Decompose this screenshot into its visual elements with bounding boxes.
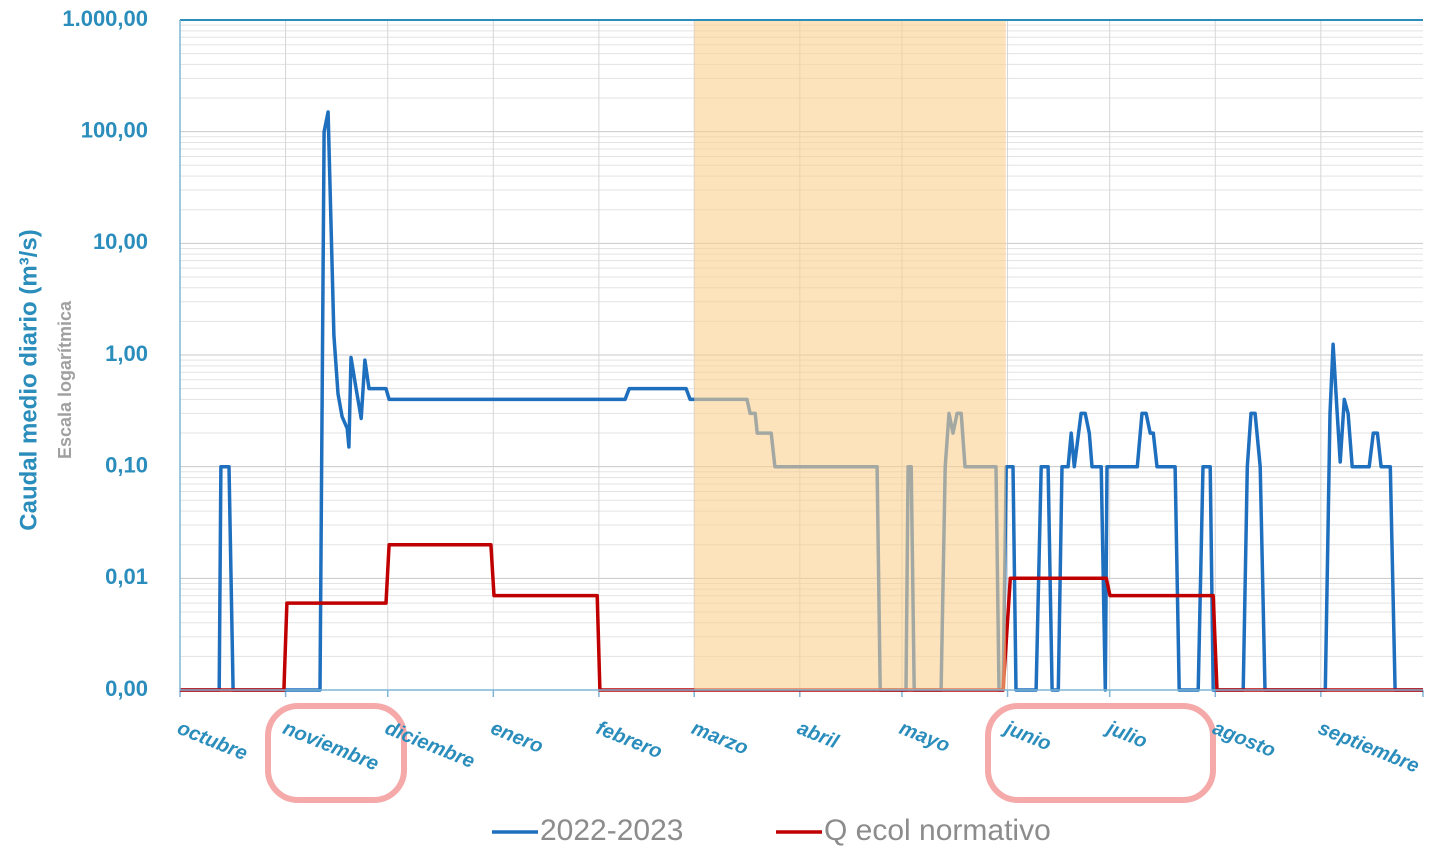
y-tick-label: 0,00	[105, 676, 148, 701]
data-line	[180, 542, 1423, 692]
y-tick-label: 0,01	[105, 564, 148, 589]
y-axis-label: Caudal medio diario (m³/s)	[15, 229, 42, 530]
y-tick-label: 1.000,00	[62, 6, 148, 31]
x-tick-label: noviembre	[280, 717, 382, 775]
highlight-box	[985, 703, 1216, 803]
x-tick-label: julio	[1101, 716, 1150, 753]
x-tick-label: febrero	[593, 717, 665, 763]
y-axis-sublabel: Escala logarítmica	[55, 300, 75, 459]
x-tick-label: diciembre	[382, 717, 478, 773]
x-tick-label: mayo	[896, 717, 953, 757]
y-tick-label: 1,00	[105, 341, 148, 366]
y-tick-label: 0,10	[105, 452, 148, 477]
legend-label: Q ecol normativo	[824, 814, 1051, 847]
x-tick-label: marzo	[688, 717, 751, 759]
y-tick-label: 100,00	[81, 117, 148, 142]
highlight-box	[265, 703, 407, 803]
x-tick-label: junio	[999, 716, 1054, 755]
x-tick-label: abril	[794, 717, 842, 753]
x-tick-label: septiembre	[1315, 717, 1422, 777]
x-tick-label: enero	[487, 717, 546, 758]
legend-label: 2022-2023	[540, 814, 683, 847]
x-tick-label: octubre	[174, 717, 250, 765]
x-tick-label: agosto	[1209, 717, 1278, 762]
shaded-period	[694, 20, 1006, 690]
y-tick-label: 10,00	[93, 229, 148, 254]
